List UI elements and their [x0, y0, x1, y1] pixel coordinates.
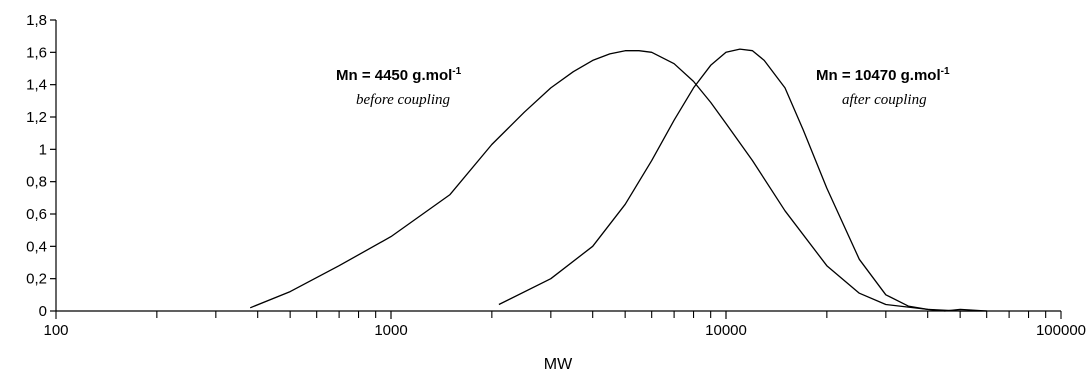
annotation-after-mn: Mn = 10470 g.mol-1	[816, 66, 950, 84]
x-axis-ticks: 100 1000 10000 100000	[43, 311, 1086, 339]
y-tick-label: 0,4	[26, 238, 47, 255]
y-axis-ticks: 0 0,2 0,4 0,6 0,8 1 1,2 1,4 1,6 1,8	[26, 12, 56, 320]
annotation-after-label: after coupling	[842, 92, 927, 108]
y-tick-label: 1,4	[26, 77, 47, 94]
annotation-after-mn-sup: -1	[941, 66, 950, 77]
series-line-1	[498, 48, 987, 312]
y-tick-label: 0,2	[26, 271, 47, 288]
x-axis-title: MW	[544, 356, 573, 373]
annotation-before: Mn = 4450 g.mol-1 before coupling	[336, 66, 462, 108]
y-tick-label: 0,6	[26, 206, 47, 223]
series-line-0	[249, 50, 987, 312]
annotation-before-label: before coupling	[356, 92, 451, 108]
annotation-after-mn-text: Mn = 10470 g.mol	[816, 67, 941, 84]
series-layer	[249, 48, 987, 312]
y-tick-label: 0	[39, 303, 47, 320]
y-tick-label: 1,2	[26, 109, 47, 126]
x-tick-label: 100	[43, 322, 68, 339]
x-tick-label: 100000	[1036, 322, 1086, 339]
y-tick-label: 1,6	[26, 44, 47, 61]
annotation-after: Mn = 10470 g.mol-1 after coupling	[816, 66, 950, 108]
y-tick-label: 0,8	[26, 174, 47, 191]
y-tick-label: 1	[39, 141, 47, 158]
y-tick-label: 1,8	[26, 12, 47, 29]
annotation-before-mn: Mn = 4450 g.mol-1	[336, 66, 462, 84]
x-tick-label: 1000	[374, 322, 407, 339]
x-tick-label: 10000	[705, 322, 747, 339]
annotation-before-mn-sup: -1	[452, 66, 461, 77]
annotation-before-mn-text: Mn = 4450 g.mol	[336, 67, 452, 84]
